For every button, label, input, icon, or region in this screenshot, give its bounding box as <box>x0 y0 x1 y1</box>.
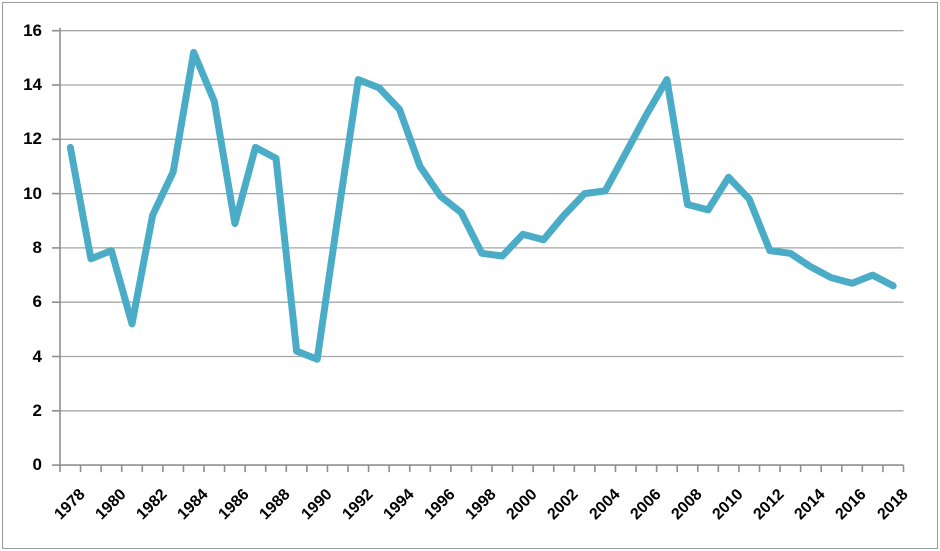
y-axis-label-16: 16 <box>23 20 42 40</box>
y-axis-label-2: 2 <box>32 400 42 420</box>
y-axis-label-12: 12 <box>23 129 42 149</box>
y-axis-label-4: 4 <box>32 346 42 366</box>
y-axis-label-8: 8 <box>32 237 42 257</box>
y-axis-label-10: 10 <box>23 183 42 203</box>
y-axis-label-0: 0 <box>32 455 42 475</box>
y-axis-label-14: 14 <box>23 75 42 94</box>
data-line-series-1 <box>66 48 897 363</box>
y-axis-label-6: 6 <box>32 292 42 312</box>
